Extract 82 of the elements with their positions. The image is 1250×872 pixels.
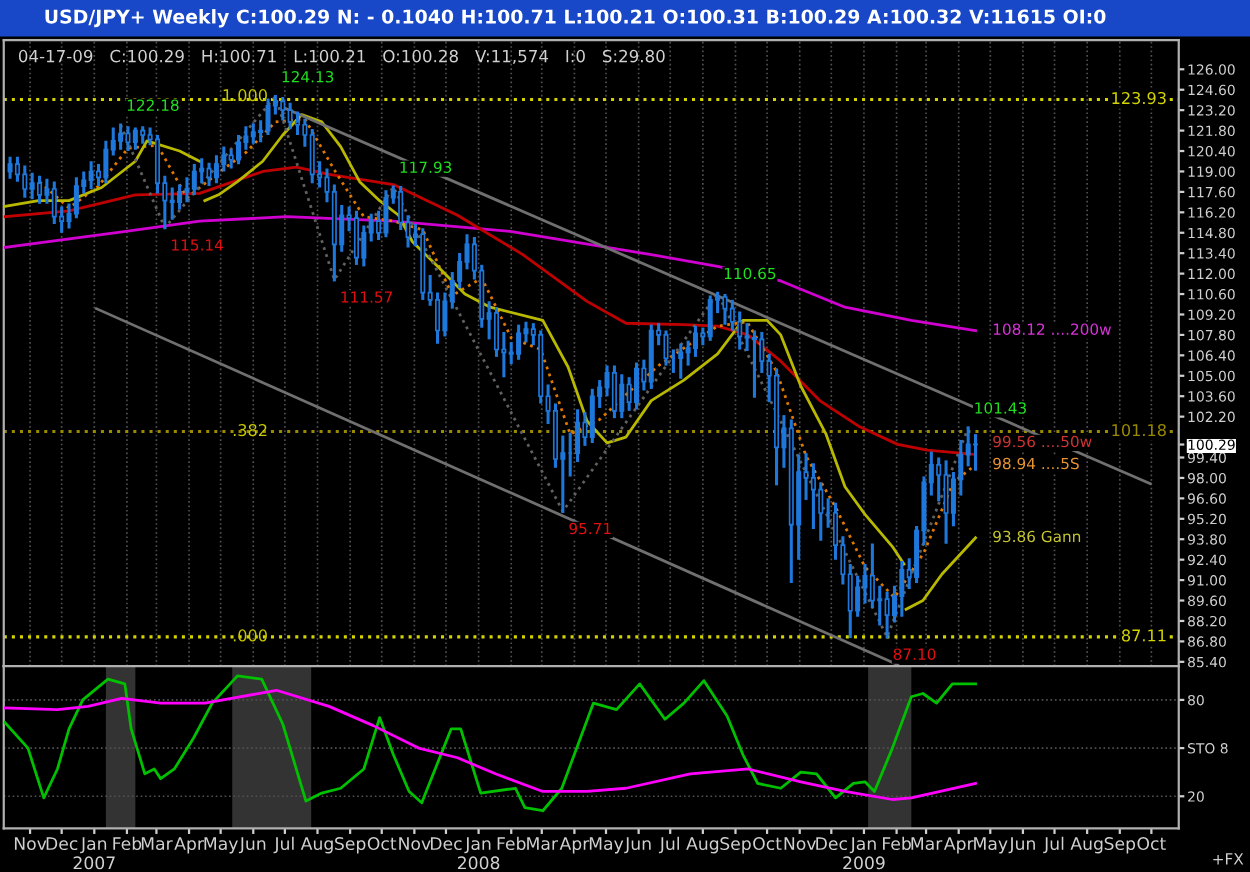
candlestick xyxy=(22,165,28,198)
x-tick-label: Apr xyxy=(174,837,204,854)
candlestick xyxy=(103,140,109,184)
x-tick-label: Feb xyxy=(883,836,911,851)
x-tick-label: Jun xyxy=(238,837,266,854)
candlestick xyxy=(265,98,271,136)
candlestick xyxy=(29,172,35,200)
x-tick-label: Oct xyxy=(367,837,397,851)
candlestick xyxy=(118,123,124,150)
x-tick-label: Feb xyxy=(497,836,526,851)
candlestick xyxy=(132,127,138,150)
x-tick-label: Oct xyxy=(753,837,782,851)
candlestick xyxy=(184,177,190,203)
candlestick xyxy=(398,185,404,230)
candlestick xyxy=(383,190,389,238)
candlestick xyxy=(309,129,315,184)
x-tick-label: Jun xyxy=(1008,837,1035,854)
x-tick-label: Sep xyxy=(720,837,751,854)
line-series xyxy=(3,215,977,332)
candlestick xyxy=(191,164,197,195)
x-tick-label: Jul xyxy=(1043,836,1064,854)
x-tick-label: Jul xyxy=(658,836,679,854)
x-tick-label: Sep xyxy=(335,837,366,854)
candlestick xyxy=(206,162,212,187)
x-tick-label: Sep xyxy=(1104,837,1136,854)
ref-line-label: 101.18 xyxy=(1112,424,1166,437)
candlestick xyxy=(751,330,757,398)
candlestick xyxy=(943,460,949,544)
candlestick xyxy=(611,365,617,419)
candlestick xyxy=(88,161,94,190)
candlestick xyxy=(37,175,43,204)
candlestick xyxy=(619,374,625,419)
x-tick-label: Nov xyxy=(399,837,431,851)
candlestick xyxy=(884,591,890,639)
x-tick-label: Nov xyxy=(784,837,817,851)
x-tick-label: Jul xyxy=(273,836,294,854)
candlestick xyxy=(678,343,684,379)
candlestick xyxy=(287,102,293,130)
x-tick-label: Mar xyxy=(911,837,943,851)
candlestick xyxy=(7,156,13,179)
candlestick xyxy=(899,561,905,617)
x-tick-label: Oct xyxy=(1137,837,1166,851)
x-tick-label: Aug xyxy=(300,837,333,854)
x-tick-label: Dec xyxy=(46,837,78,851)
candlestick xyxy=(213,155,219,184)
candlestick xyxy=(51,181,57,225)
text: 04-17-09 C:100.29 H:100.71 L:100.21 O:100.28 V:11,574 I:0 S:29.80 xyxy=(18,49,665,65)
x-tick-label: Apr xyxy=(943,837,974,854)
candlestick xyxy=(634,362,640,410)
x-tick-label: Nov xyxy=(14,837,47,851)
candlestick xyxy=(663,330,669,366)
x-tick-label: Mar xyxy=(527,837,559,851)
candlestick xyxy=(707,295,713,341)
x-tick-label: Mar xyxy=(141,837,173,851)
chart-title: USD/JPY+ Weekly C:100.29 N: - 0.1040 H:100.71 L:100.21 O:100.31 B:100.29 A:100.32 V:11615 OI:0 xyxy=(45,9,1106,28)
candlestick xyxy=(722,293,728,325)
x-tick-label: May xyxy=(589,837,624,854)
x-tick-label: Jun xyxy=(624,837,651,854)
x-tick-label: Dec xyxy=(816,837,847,851)
x-tick-label: May xyxy=(204,837,238,854)
line-series xyxy=(3,165,977,456)
x-tick-label: May xyxy=(974,837,1008,854)
candlestick xyxy=(589,388,595,443)
x-tick-label: Aug xyxy=(1070,837,1103,854)
candlestick xyxy=(361,225,367,267)
candlestick xyxy=(353,210,359,265)
candlestick xyxy=(236,134,242,165)
annotation: .000 xyxy=(233,629,267,642)
line-series xyxy=(3,674,977,813)
x-tick-label: Dec xyxy=(430,837,462,851)
candlestick xyxy=(280,96,286,121)
annotation: .382 xyxy=(233,424,267,437)
ref-line-label: 123.93 xyxy=(1112,92,1166,105)
line-series xyxy=(3,688,977,801)
candlestick xyxy=(125,126,131,152)
x-tick-label: Feb xyxy=(113,836,142,851)
x-tick-label: Apr xyxy=(559,837,590,854)
annotation: 1.000 xyxy=(223,89,267,102)
candlestick xyxy=(516,324,522,360)
ref-line-label: 87.11 xyxy=(1121,629,1166,642)
x-tick-label: Aug xyxy=(686,837,719,854)
candlestick xyxy=(169,187,175,220)
